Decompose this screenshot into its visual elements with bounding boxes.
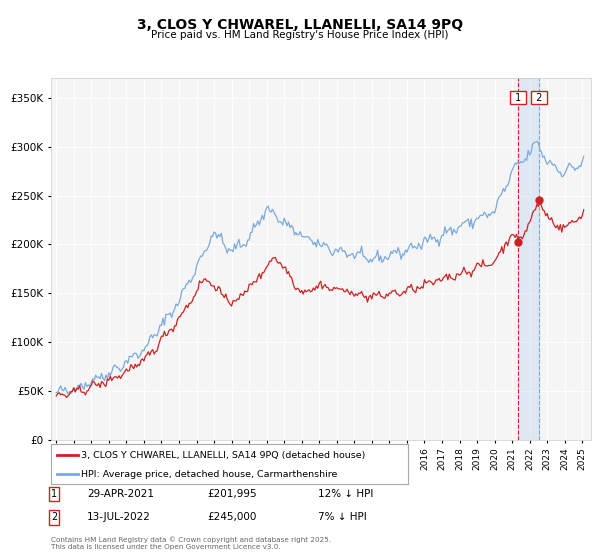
Text: 3, CLOS Y CHWAREL, LLANELLI, SA14 9PQ (detached house): 3, CLOS Y CHWAREL, LLANELLI, SA14 9PQ (d… [82,451,366,460]
Text: Price paid vs. HM Land Registry's House Price Index (HPI): Price paid vs. HM Land Registry's House … [151,30,449,40]
Text: 7% ↓ HPI: 7% ↓ HPI [318,512,367,522]
Text: 29-APR-2021: 29-APR-2021 [87,489,154,499]
Text: £201,995: £201,995 [207,489,257,499]
Text: HPI: Average price, detached house, Carmarthenshire: HPI: Average price, detached house, Carm… [82,470,338,479]
Text: 3, CLOS Y CHWAREL, LLANELLI, SA14 9PQ: 3, CLOS Y CHWAREL, LLANELLI, SA14 9PQ [137,18,463,32]
Text: 2: 2 [533,93,545,103]
Text: 13-JUL-2022: 13-JUL-2022 [87,512,151,522]
Bar [518,78,539,440]
Text: 2: 2 [51,512,57,522]
Text: £245,000: £245,000 [207,512,256,522]
Text: 12% ↓ HPI: 12% ↓ HPI [318,489,373,499]
Text: Contains HM Land Registry data © Crown copyright and database right 2025.
This d: Contains HM Land Registry data © Crown c… [51,536,331,550]
Text: 1: 1 [51,489,57,499]
Text: 1: 1 [512,93,524,103]
